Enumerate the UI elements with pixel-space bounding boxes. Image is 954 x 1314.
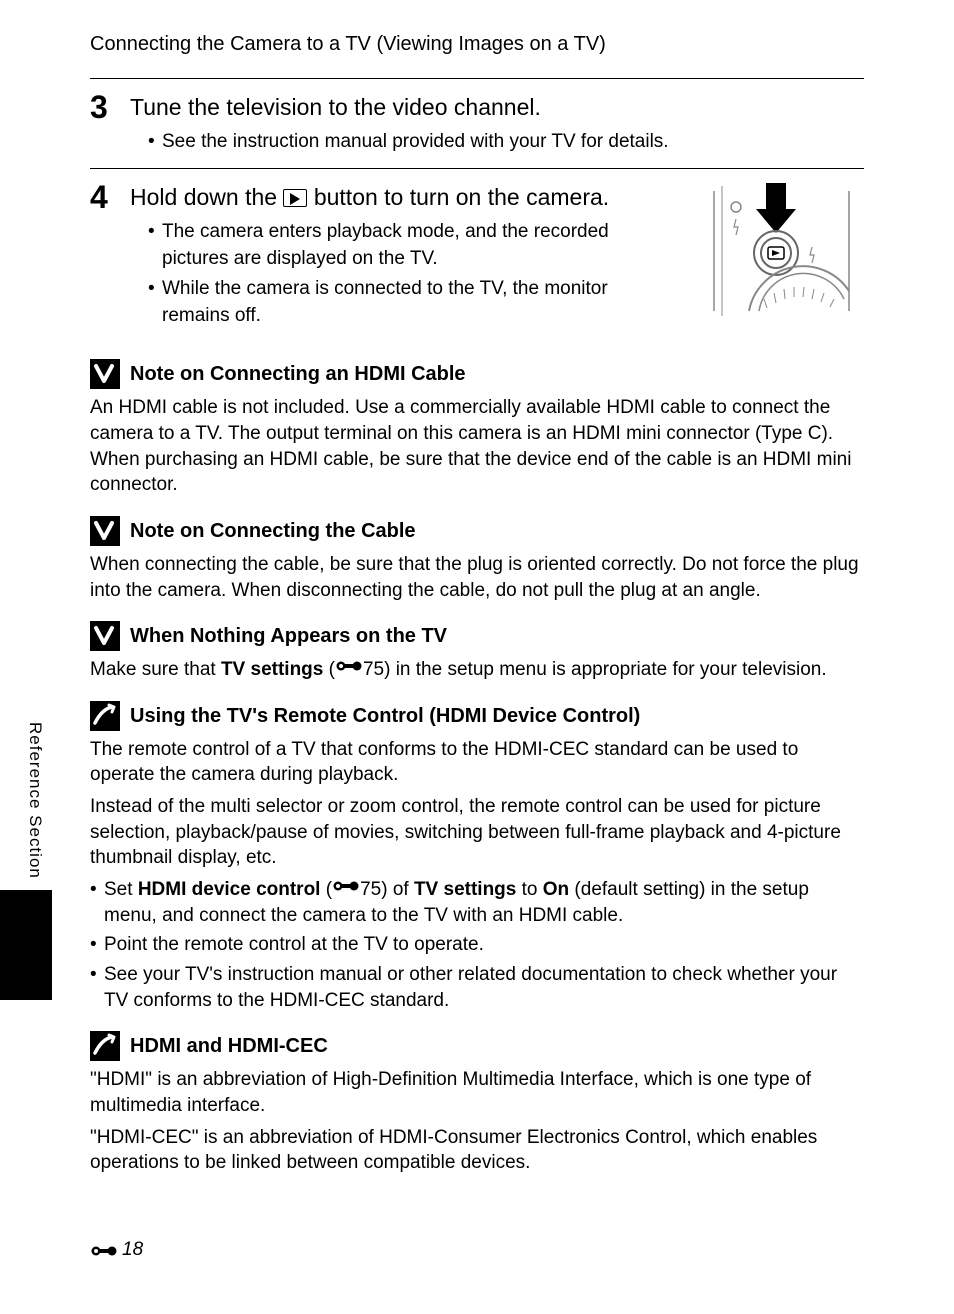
- step-text: Hold down the button to turn on the came…: [130, 181, 646, 334]
- note-body: "HDMI" is an abbreviation of High-Defini…: [90, 1067, 864, 1176]
- text: ) of: [381, 879, 414, 900]
- step-3: 3 Tune the television to the video chann…: [90, 79, 864, 168]
- note-hdmi-cable: Note on Connecting an HDMI Cable An HDMI…: [90, 359, 864, 498]
- list-item: Point the remote control at the TV to op…: [90, 932, 864, 958]
- step-body: Hold down the button to turn on the came…: [130, 181, 864, 334]
- reference-icon: [335, 657, 363, 675]
- note-title: Note on Connecting an HDMI Cable: [130, 360, 466, 388]
- caution-icon: [90, 516, 120, 546]
- list-item: Set HDMI device control (75) of TV setti…: [90, 877, 864, 928]
- caution-icon: [90, 359, 120, 389]
- paragraph: Instead of the multi selector or zoom co…: [90, 794, 864, 871]
- note-heading: Using the TV's Remote Control (HDMI Devi…: [90, 701, 864, 731]
- list-item: While the camera is connected to the TV,…: [148, 276, 646, 329]
- note-body: When connecting the cable, be sure that …: [90, 552, 864, 603]
- caution-icon: [90, 621, 120, 651]
- note-title: Note on Connecting the Cable: [130, 517, 416, 545]
- note-body: An HDMI cable is not included. Use a com…: [90, 395, 864, 498]
- bold-text: TV settings: [221, 659, 323, 680]
- step-title-before: Hold down the: [130, 184, 283, 210]
- bold-text: TV settings: [414, 879, 516, 900]
- note-title: HDMI and HDMI-CEC: [130, 1032, 328, 1060]
- step-title: Tune the television to the video channel…: [130, 91, 864, 123]
- bold-text: On: [543, 879, 569, 900]
- page-content: Connecting the Camera to a TV (Viewing I…: [0, 0, 954, 1176]
- note-heading: Note on Connecting the Cable: [90, 516, 864, 546]
- page-footer: 18: [90, 1237, 143, 1264]
- list-item: See the instruction manual provided with…: [148, 129, 864, 156]
- step-body: Tune the television to the video channel…: [130, 91, 864, 160]
- paragraph: The remote control of a TV that conforms…: [90, 737, 864, 788]
- note-hdmi-cec: HDMI and HDMI-CEC "HDMI" is an abbreviat…: [90, 1031, 864, 1176]
- note-title: Using the TV's Remote Control (HDMI Devi…: [130, 702, 640, 730]
- step-bullets: The camera enters playback mode, and the…: [130, 219, 646, 329]
- text: Make sure that: [90, 659, 221, 680]
- note-title: When Nothing Appears on the TV: [130, 622, 447, 650]
- text: Set: [104, 879, 138, 900]
- note-bullets: Set HDMI device control (75) of TV setti…: [90, 877, 864, 1013]
- reference-icon: [332, 877, 360, 895]
- reference-icon: [90, 1242, 118, 1260]
- ref-number: 75: [360, 879, 381, 900]
- step-title: Hold down the button to turn on the came…: [130, 181, 646, 213]
- step-number: 3: [90, 91, 130, 123]
- text: ) in the setup menu is appropriate for y…: [384, 659, 827, 680]
- note-remote: Using the TV's Remote Control (HDMI Devi…: [90, 701, 864, 1013]
- note-cable: Note on Connecting the Cable When connec…: [90, 516, 864, 603]
- list-item: The camera enters playback mode, and the…: [148, 219, 646, 272]
- page-header: Connecting the Camera to a TV (Viewing I…: [90, 30, 864, 58]
- ref-number: 75: [363, 659, 384, 680]
- step-number: 4: [90, 181, 130, 213]
- paragraph: "HDMI" is an abbreviation of High-Defini…: [90, 1067, 864, 1118]
- note-body: The remote control of a TV that conforms…: [90, 737, 864, 1013]
- step-title-after: button to turn on the camera.: [307, 184, 609, 210]
- step-4: 4 Hold down the button to turn on the ca…: [90, 169, 864, 342]
- text: to: [516, 879, 542, 900]
- note-nothing-tv: When Nothing Appears on the TV Make sure…: [90, 621, 864, 683]
- bold-text: HDMI device control: [138, 879, 321, 900]
- note-heading: Note on Connecting an HDMI Cable: [90, 359, 864, 389]
- info-icon: [90, 701, 120, 731]
- note-heading: HDMI and HDMI-CEC: [90, 1031, 864, 1061]
- info-icon: [90, 1031, 120, 1061]
- camera-illustration: [664, 181, 864, 321]
- step-bullets: See the instruction manual provided with…: [130, 129, 864, 156]
- note-heading: When Nothing Appears on the TV: [90, 621, 864, 651]
- note-body: Make sure that TV settings (75) in the s…: [90, 657, 864, 683]
- page-number: 18: [122, 1237, 143, 1264]
- list-item: See your TV's instruction manual or othe…: [90, 962, 864, 1013]
- playback-icon: [283, 189, 307, 207]
- paragraph: "HDMI-CEC" is an abbreviation of HDMI-Co…: [90, 1125, 864, 1176]
